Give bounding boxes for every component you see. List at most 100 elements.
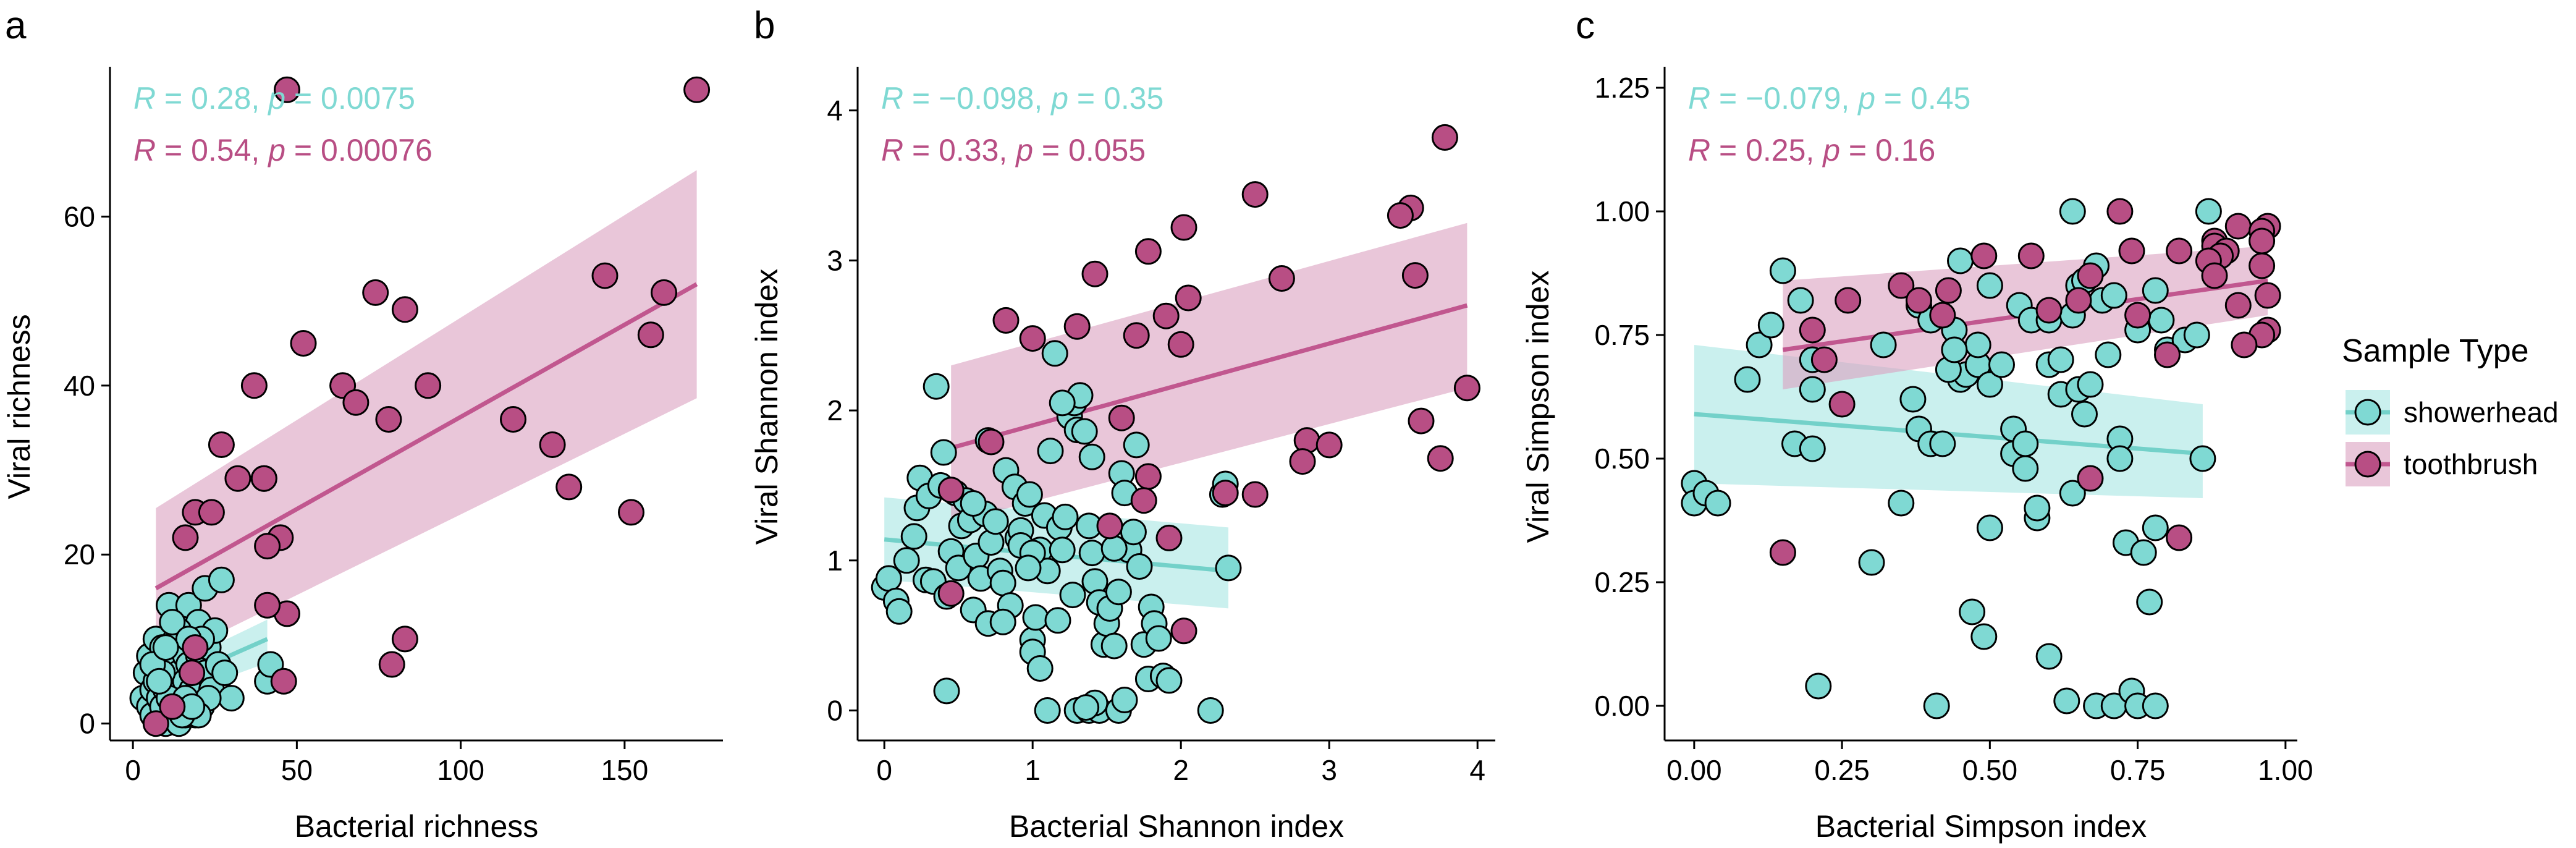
annotation-r-sep: = <box>156 133 191 167</box>
showerhead-point <box>2012 455 2039 482</box>
toothbrush-point <box>1427 445 1454 472</box>
legend-label-toothbrush: toothbrush <box>2404 448 2538 480</box>
x-tick-label: 50 <box>281 754 313 786</box>
showerhead-point <box>1976 272 2003 299</box>
showerhead-point <box>989 608 1016 635</box>
annotation-r-value: 0.28 <box>191 81 251 116</box>
toothbrush-point <box>555 473 583 501</box>
showerhead-point <box>1970 623 1998 650</box>
showerhead-point <box>1155 667 1183 694</box>
showerhead-point <box>1022 604 1049 631</box>
y-tick-label: 60 <box>64 200 95 232</box>
toothbrush-point <box>159 693 186 720</box>
toothbrush-point <box>1134 463 1162 490</box>
showerhead-point <box>2183 321 2210 349</box>
showerhead-point <box>1899 386 1927 413</box>
x-axis-title: Bacterial Simpson index <box>1815 809 2147 844</box>
toothbrush-point <box>591 262 619 289</box>
showerhead-point <box>1976 371 2003 398</box>
showerhead-point <box>1734 366 1761 393</box>
toothbrush-point <box>1241 481 1269 508</box>
toothbrush-point <box>2224 292 2252 319</box>
showerhead-point <box>2195 198 2222 225</box>
toothbrush-point <box>978 428 1005 456</box>
showerhead-point <box>989 569 1016 596</box>
toothbrush-point <box>2201 262 2228 289</box>
showerhead-point <box>1888 490 1915 517</box>
toothbrush-point <box>2106 198 2134 225</box>
y-tick-label: 3 <box>827 244 843 276</box>
showerhead-point <box>2148 307 2175 334</box>
showerhead-point <box>1145 625 1172 652</box>
toothbrush-point <box>992 307 1020 334</box>
annotation-separator: , <box>1841 81 1858 116</box>
showerhead-point <box>2012 430 2039 457</box>
toothbrush-point <box>683 76 711 103</box>
annotation-p-value: 0.00076 <box>321 133 433 167</box>
showerhead-point <box>211 659 239 687</box>
toothbrush-point <box>172 524 199 551</box>
showerhead-point <box>1015 554 1042 582</box>
showerhead-point <box>2136 588 2163 616</box>
showerhead-point <box>1111 687 1138 713</box>
toothbrush-point <box>1123 322 1150 349</box>
annotation-r-sep: = <box>1710 133 1746 167</box>
toothbrush-point <box>142 710 169 737</box>
showerhead-point <box>885 598 913 625</box>
toothbrush-points <box>937 124 1480 645</box>
showerhead-point <box>1071 418 1098 445</box>
annotation-r-value: 0.33 <box>939 133 999 167</box>
annotation-p-sep: = <box>1068 81 1104 116</box>
showerhead-point <box>960 490 987 517</box>
showerhead-point <box>1941 336 1968 363</box>
toothbrush-point <box>1108 404 1135 431</box>
toothbrush-point <box>198 499 225 526</box>
annotation-r-label: R <box>133 81 156 116</box>
legend-title: Sample Type <box>2342 333 2529 369</box>
annotation-p-value: 0.35 <box>1104 81 1163 116</box>
y-tick-label: 0.25 <box>1594 566 1650 598</box>
toothbrush-point <box>391 625 418 653</box>
showerhead-point <box>1787 287 1814 314</box>
toothbrush-point <box>937 580 965 607</box>
showerhead-point <box>217 685 245 712</box>
correlation-annotation-showerhead: R = −0.079, p = 0.45 <box>1688 81 1970 116</box>
toothbrush-point <box>2124 302 2152 329</box>
toothbrush-point <box>2065 287 2092 314</box>
annotation-r-sep: = <box>903 81 939 116</box>
toothbrush-point <box>208 431 235 458</box>
showerhead-point <box>1078 540 1105 567</box>
toothbrush-point <box>1155 524 1183 551</box>
showerhead-point <box>1037 438 1064 465</box>
annotation-r-label: R <box>133 133 156 167</box>
showerhead-point <box>1947 247 1974 274</box>
toothbrush-point <box>2017 242 2045 269</box>
toothbrush-point <box>2077 465 2104 492</box>
toothbrush-point <box>1769 539 1796 566</box>
toothbrush-point <box>1431 124 1458 151</box>
showerhead-point <box>2142 277 2169 304</box>
legend: Sample Type showerhead toothbrush <box>2342 333 2559 486</box>
toothbrush-points <box>142 76 711 737</box>
showerhead-point <box>1929 430 1956 457</box>
x-tick-label: 4 <box>1469 754 1485 786</box>
showerhead-point <box>1757 312 1784 339</box>
showerhead-point <box>1858 549 1885 576</box>
toothbrush-point <box>2224 213 2252 240</box>
toothbrush-point <box>1170 617 1197 645</box>
showerhead-point <box>933 677 960 705</box>
toothbrush-point <box>1063 313 1091 340</box>
showerhead-point <box>1041 340 1068 367</box>
annotation-p-label: p <box>1822 133 1840 167</box>
panel-a: 0 50 100 150 0 20 40 60 Bacterial richness Viral … <box>2 4 723 844</box>
showerhead-point <box>893 547 920 574</box>
toothbrush-point <box>1134 238 1162 265</box>
toothbrush-point <box>1096 512 1123 540</box>
toothbrush-point <box>2154 341 2181 368</box>
toothbrush-point <box>1019 325 1046 352</box>
showerhead-point <box>1197 697 1224 724</box>
legend-key-point <box>2354 451 2381 478</box>
annotation-p-value: 0.0075 <box>321 81 415 116</box>
toothbrush-point <box>651 279 677 306</box>
annotation-p-sep: = <box>1875 81 1911 116</box>
